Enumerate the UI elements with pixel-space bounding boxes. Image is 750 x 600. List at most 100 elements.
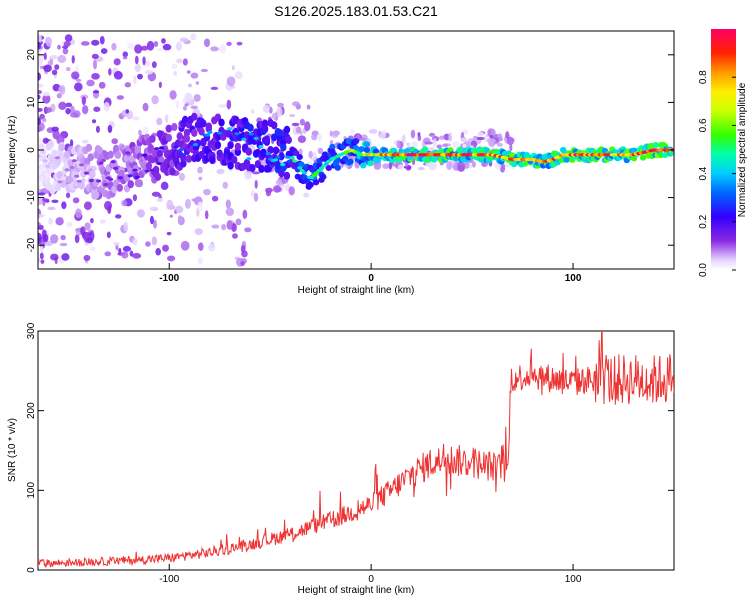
snr-x-tick-label: 100 [565,574,582,585]
spectrogram-ridge-core [125,151,131,155]
spectrogram-noise-blob [175,100,180,109]
spectrogram-noise-blob [59,242,68,247]
spectrogram-ridge-halo [118,169,125,178]
spectrogram-noise-blob [271,112,278,120]
spectrogram-noise-blob [428,160,437,171]
spectrogram-noise-blob [40,259,45,264]
spectrogram-ridge-core [289,156,295,160]
spectrogram-x-ticks: -100 0 100 [159,263,582,284]
spectrogram-ridge-core [112,166,119,170]
spectrogram-noise-blob [197,166,203,174]
spectrogram-noise-blob [65,102,73,108]
spectrogram-ridge-halo [216,149,223,158]
spectrogram-noise-blob [38,72,42,81]
spectrogram-ridge-core [234,132,240,136]
spectrogram-noise-blob [222,181,229,189]
spectrogram-noise-blob [175,205,184,214]
spectrogram-noise-blob [236,41,243,46]
spectrogram-noise-blob [99,35,105,45]
spectrogram-noise-blob [38,107,43,112]
spectrogram-noise-blob [160,181,169,191]
spectrogram-ridge-core [311,173,317,177]
spectrogram-noise-blob [132,194,138,202]
spectrogram-ridge-core [207,130,213,134]
spectrogram-noise-blob [195,81,200,85]
spectrogram-ridge-core [71,159,77,163]
spectrogram-noise-blob [297,135,307,143]
spectrogram-ridge-core [42,159,48,163]
spectrogram-ridge-core [156,161,162,166]
spectrogram-noise-blob [225,199,231,209]
spectrogram-ridge-halo [260,148,267,157]
spectrogram-noise-blob [407,165,412,170]
spectrogram-ridge-core [154,147,160,151]
spectrogram-noise-blob [161,38,166,44]
spectrogram-noise-blob [151,61,157,69]
spectrogram-ridge-core [45,164,51,168]
spectrogram-noise-blob [298,148,303,156]
spectrogram-y-tick-label: -10 [26,190,37,205]
spectrogram-noise-blob [113,241,120,246]
snr-y-tick-label: 200 [26,402,37,419]
spectrogram-ridge-halo [325,164,332,171]
spectrogram-noise-blob [211,224,220,229]
spectrogram-ridge-halo [272,146,280,155]
snr-y-tick-label: 300 [26,322,37,339]
spectrogram-noise-blob [439,135,445,140]
spectrogram-noise-blob [295,126,302,134]
spectrogram-x-tick-label: -100 [159,273,179,284]
spectrogram-ridge-halo [149,134,156,143]
spectrogram-ridge-halo [261,125,269,134]
spectrogram-noise-blob [182,58,188,66]
spectrogram-ridge-core [309,175,315,180]
spectrogram-ridge-core [323,162,329,166]
spectrogram-noise-blob [41,198,50,202]
spectrogram-noise-blob [244,172,253,180]
colorbar: 0.0 0.2 0.4 0.6 0.8 Normalized spectral ampl… [698,29,748,277]
spectrogram-ridge-halo [176,132,183,141]
spectrogram-noise-blob [433,137,437,148]
spectrogram-noise-blob [121,199,128,207]
spectrogram-noise-blob [184,198,192,209]
spectrogram-ridge-halo [363,147,371,154]
spectrogram-noise-blob [69,139,74,148]
spectrogram-noise-blob [288,186,295,196]
spectrogram-noise-blob [38,34,42,43]
spectrogram-noise-blob [99,219,106,224]
spectrogram-noise-blob [134,44,143,54]
spectrogram-noise-blob [277,102,284,108]
spectrogram-noise-blob [262,104,270,113]
spectrogram-ridge-halo [89,170,96,179]
spectrogram-ridge-halo [652,141,660,148]
snr-panel: -100 0 100 0 100 200 300 Height of straight l… [7,322,675,596]
spectrogram-noise-blob [91,53,99,60]
spectrogram-noise-blob [125,109,130,114]
spectrogram-ridge-core [40,150,46,154]
spectrogram-ridge-core [178,147,184,152]
spectrogram-noise-blob [191,198,197,202]
spectrogram-noise-blob [123,221,129,232]
spectrogram-ridge-halo [267,145,274,154]
spectrogram-noise-blob [175,41,182,51]
spectrogram-noise-blob [242,209,248,219]
spectrogram-noise-blob [169,90,177,100]
spectrogram-ridge-core [144,169,150,173]
spectrogram-noise-blob [272,185,282,193]
spectrogram-noise-blob [417,166,425,171]
spectrogram-ridge-core [88,178,94,183]
spectrogram-ridge-halo [231,155,238,164]
spectrogram-ridge-core [275,155,281,159]
spectrogram-noise-blob [186,70,191,74]
spectrogram-noise-blob [448,132,453,142]
colorbar-label: Normalized spectral amplitude [737,82,748,217]
spectrogram-ridge-halo [209,156,216,165]
spectrogram-ridge-halo [261,119,269,128]
spectrogram-noise-blob [84,222,91,231]
colorbar-tick-label: 0.4 [698,166,709,180]
spectrogram-noise-blob [129,250,134,257]
spectrogram-ridge-halo [347,158,354,165]
spectrogram-ridge-core [134,175,140,179]
spectrogram-ridge-halo [227,161,234,170]
spectrogram-noise-blob [451,141,460,148]
